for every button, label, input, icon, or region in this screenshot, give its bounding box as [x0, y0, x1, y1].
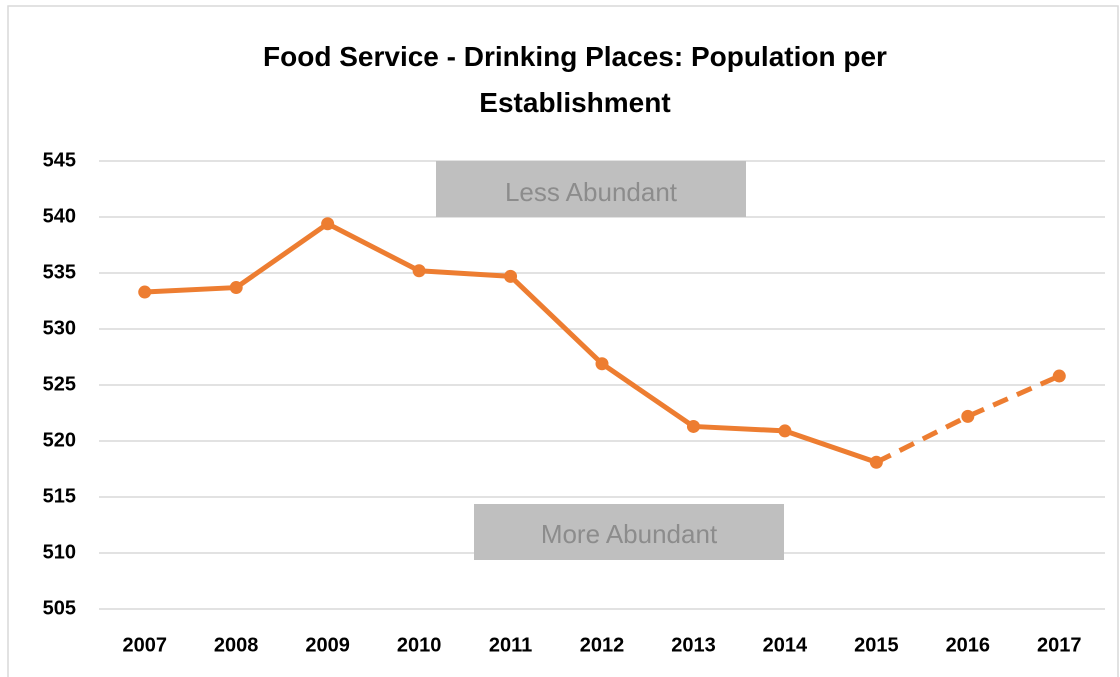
x-tick-label: 2009	[305, 634, 350, 656]
x-tick-label: 2011	[489, 634, 532, 656]
annotation: More Abundant	[541, 519, 718, 549]
y-tick-label: 540	[43, 205, 76, 227]
y-tick-label: 510	[43, 541, 76, 563]
y-tick-label: 520	[43, 429, 76, 451]
chart-border	[7, 5, 1119, 677]
marker	[595, 357, 609, 371]
y-tick-label: 530	[43, 317, 76, 339]
line-dashed	[875, 373, 1061, 465]
x-tick-label: 2014	[763, 634, 808, 656]
y-tick-label: 505	[43, 597, 76, 619]
y-tick-label: 515	[43, 485, 76, 507]
marker	[961, 409, 975, 423]
marker	[1052, 369, 1066, 383]
x-tick-label: 2013	[671, 634, 716, 656]
x-tick-label: 2008	[214, 634, 259, 656]
x-tick-label: 2017	[1037, 634, 1082, 656]
marker	[686, 419, 700, 433]
y-tick-label: 525	[43, 373, 76, 395]
x-tick-label: 2010	[397, 634, 442, 656]
marker	[412, 264, 426, 278]
marker	[504, 269, 518, 283]
line	[144, 221, 878, 465]
y-tick-label: 535	[43, 261, 76, 283]
y-tick-label: 545	[43, 149, 76, 171]
x-tick-label: 2016	[946, 634, 991, 656]
marker	[229, 281, 243, 295]
annotation-box	[474, 504, 784, 560]
annotation-box	[436, 161, 746, 217]
chart-title: Food Service - Drinking Places: Populati…	[263, 41, 887, 118]
marker	[869, 455, 883, 469]
annotation: Less Abundant	[505, 177, 678, 207]
marker	[138, 285, 152, 299]
x-tick-label: 2015	[854, 634, 899, 656]
marker	[778, 424, 792, 438]
x-tick-label: 2007	[122, 634, 167, 656]
marker	[321, 217, 335, 231]
x-tick-label: 2012	[580, 634, 625, 656]
